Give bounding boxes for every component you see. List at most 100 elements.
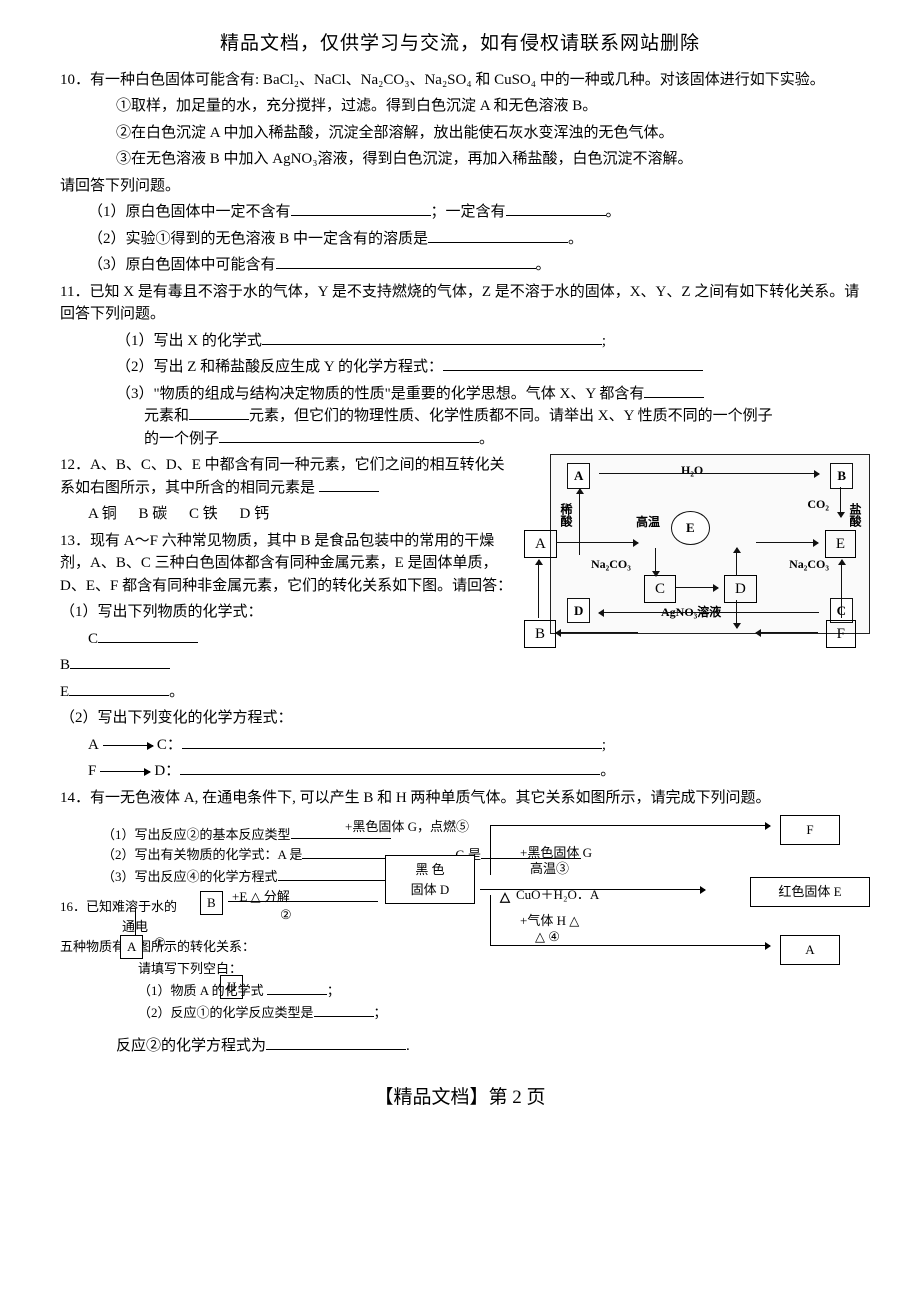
- d13-a-down2: [736, 600, 737, 628]
- d14-line-v2: [490, 895, 491, 945]
- blank: [182, 734, 602, 749]
- d13-a-ac: [556, 542, 638, 543]
- blank: [443, 356, 703, 371]
- blank: [180, 760, 600, 775]
- q14: 14．有一无色液体 A, 在通电条件下, 可以产生 B 和 H 两种单质气体。其…: [60, 787, 860, 810]
- q11-p1end: ;: [602, 333, 606, 349]
- q10-answer-head: 请回答下列问题。: [60, 175, 860, 198]
- q13-r2a: F: [88, 763, 96, 779]
- d14-E: 红色固体 E: [750, 877, 870, 907]
- q13: 13．现有 A～F 六种常见物质，其中 B 是食品包装中的常用的干燥剂，A、B、…: [60, 530, 520, 598]
- q13-labC: C: [88, 631, 98, 647]
- q12-choice-a: A 铜: [88, 503, 117, 526]
- d14-line-v1: [490, 825, 491, 875]
- q12-wrap: 12．A、B、C、D、E 中都含有同一种元素，它们之间的相互转化关系如右图所示，…: [60, 454, 860, 526]
- d13-a-cb: [556, 632, 638, 633]
- q13-r2: F D： 。: [60, 760, 860, 783]
- blank: [266, 1035, 406, 1050]
- q13-num: 13．: [60, 533, 90, 549]
- d14-Aa: A: [780, 935, 840, 965]
- q11-p3b: 元素和: [116, 408, 189, 424]
- q14-diagram: （1）写出反应②的基本反应类型 +黑色固体 G，点燃⑤ （2）写出有关物质的化学…: [60, 815, 860, 1035]
- q12-num: 12．: [60, 457, 90, 473]
- blank: [69, 681, 169, 696]
- q13-diagram: A B C D E F: [520, 520, 860, 680]
- q13-r1end: ;: [602, 737, 606, 753]
- q13-r1a: A: [88, 737, 99, 753]
- q16-p1: （1）物质 A 的化学式 ；: [138, 981, 340, 1001]
- q11-p1a: （1）写出 X 的化学式: [116, 333, 262, 349]
- blank: [98, 628, 198, 643]
- d12-A: A: [567, 463, 590, 489]
- q10-p2b: 。: [568, 231, 583, 247]
- q10-num: 10．: [60, 72, 90, 88]
- q10-p3: （3）原白色固体中可能含有。: [60, 254, 860, 277]
- q11-p3c: 元素，但它们的物理性质、化学性质都不同。请举出 X、Y 性质不同的一个例子: [249, 408, 773, 424]
- q13-E: E。: [60, 681, 860, 704]
- d14-line-be: [228, 901, 378, 902]
- q10-p1b: ；一定含有: [431, 204, 506, 220]
- q14-num: 14．: [60, 790, 90, 806]
- blank: [189, 405, 249, 420]
- d13-A: A: [524, 530, 557, 559]
- q16-p2: （2）反应①的化学反应类型是；: [138, 1003, 387, 1023]
- page-header: 精品文档，仅供学习与交流，如有侵权请联系网站删除: [60, 30, 860, 59]
- q12: 12．A、B、C、D、E 中都含有同一种元素，它们之间的相互转化关系如右图所示，…: [60, 454, 510, 499]
- d13-a-up1: [736, 548, 737, 576]
- d13-D: D: [724, 575, 757, 604]
- q10-stem: 有一种白色固体可能含有: BaCl₂、NaCl、Na₂CO₃、Na₂SO₄ 和 …: [90, 72, 825, 88]
- q11-p2a: （2）写出 Z 和稀盐酸反应生成 Y 的化学方程式：: [116, 359, 443, 375]
- q13-stem: 现有 A～F 六种常见物质，其中 B 是食品包装中的常用的干燥剂，A、B、C 三…: [60, 533, 512, 594]
- blank: [70, 654, 170, 669]
- q16-p3b: .: [406, 1038, 410, 1054]
- d14-D: 黑 色 固体 D: [385, 855, 475, 904]
- d13-a-de: [756, 542, 818, 543]
- q11-stem: 已知 X 是有毒且不溶于水的气体，Y 是不支持燃烧的气体，Z 是不溶于水的固体，…: [60, 284, 859, 323]
- q12-choice-d: D 钙: [240, 503, 270, 526]
- q16-p3a: 反应②的化学方程式为: [116, 1038, 266, 1054]
- q10-s2: ②在白色沉淀 A 中加入稀盐酸，沉淀全部溶解，放出能使石灰水变浑浊的无色气体。: [60, 122, 860, 145]
- q11: 11．已知 X 是有毒且不溶于水的气体，Y 是不支持燃烧的气体，Z 是不溶于水的…: [60, 281, 860, 326]
- d13-a-ba: [538, 560, 539, 618]
- q13-r1: A C：;: [60, 734, 860, 757]
- d14-F: F: [780, 815, 840, 845]
- q13-r2b: D：: [154, 763, 180, 779]
- blank: [262, 330, 602, 345]
- q10-p3b: 。: [536, 257, 551, 273]
- q14-stem: 有一无色液体 A, 在通电条件下, 可以产生 B 和 H 两种单质气体。其它关系…: [90, 790, 770, 806]
- d13-a-fe: [841, 560, 842, 618]
- d12-arrow-bc: [840, 487, 841, 517]
- d14-circ2: ②: [280, 905, 292, 925]
- q13-r2end: 。: [600, 763, 615, 779]
- page-footer: 【精品文档】第 2 页: [60, 1084, 860, 1113]
- d13-a-cd: [676, 587, 718, 588]
- blank: [276, 254, 536, 269]
- blank: [291, 201, 431, 216]
- blank: [219, 428, 479, 443]
- blank: [319, 477, 379, 492]
- q11-p2: （2）写出 Z 和稀盐酸反应生成 Y 的化学方程式：: [60, 356, 860, 379]
- d13-F: F: [826, 620, 856, 649]
- d13-E: E: [825, 530, 856, 559]
- d14-line-ab: [135, 909, 136, 935]
- d14-A: A: [120, 935, 143, 959]
- q10-s3: ③在无色溶液 B 中加入 AgNO₃溶液，得到白色沉淀，再加入稀盐酸，白色沉淀不…: [60, 148, 860, 171]
- d13-a-fd: [756, 632, 818, 633]
- q10: 10．有一种白色固体可能含有: BaCl₂、NaCl、Na₂CO₃、Na₂SO₄…: [60, 69, 860, 92]
- q10-p2a: （2）实验①得到的无色溶液 B 中一定含有的溶质是: [88, 231, 428, 247]
- q13-r1b: C：: [157, 737, 182, 753]
- q16-p3: 反应②的化学方程式为.: [60, 1035, 860, 1058]
- d14-g3b: 高温③: [530, 859, 569, 879]
- d14-B: B: [200, 891, 223, 915]
- q13-wrap: 13．现有 A～F 六种常见物质，其中 B 是食品包装中的常用的干燥剂，A、B、…: [60, 530, 860, 598]
- q14-p2: （2）写出有关物质的化学式：A 是，G 是。: [102, 845, 581, 865]
- d13-a-down1: [655, 548, 656, 576]
- d14-g5: +黑色固体 G，点燃⑤: [345, 817, 469, 837]
- d12-CO2: CO₂: [807, 495, 829, 513]
- q13-p2: （2）写出下列变化的化学方程式：: [60, 707, 860, 730]
- d14-arrow-f: [490, 825, 770, 826]
- d13-C: C: [644, 575, 676, 604]
- d14-fenjie: +E △ 分解: [232, 887, 290, 907]
- q10-p1: （1）原白色固体中一定不含有；一定含有。: [60, 201, 860, 224]
- d14-circ1: ①: [154, 933, 166, 953]
